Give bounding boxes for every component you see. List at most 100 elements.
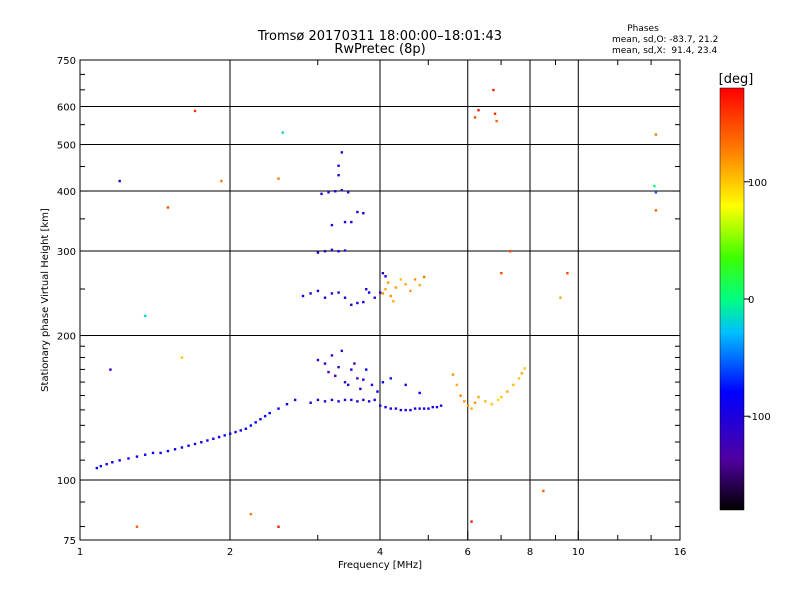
- scatter-point: [180, 356, 184, 359]
- scatter-point: [343, 249, 347, 252]
- scatter-point: [362, 212, 365, 215]
- scatter-point: [520, 372, 524, 375]
- scatter-point: [367, 291, 371, 294]
- x-axis-label: Frequency [MHz]: [338, 560, 422, 571]
- scatter-point: [327, 370, 330, 374]
- scatter-point: [362, 300, 365, 304]
- scatter-point: [309, 401, 312, 404]
- scatter-point: [323, 250, 327, 253]
- scatter-point: [386, 281, 390, 284]
- scatter-point: [337, 400, 340, 403]
- scatter-point: [512, 383, 515, 387]
- scatter-point: [180, 446, 184, 449]
- scatter-point: [381, 381, 385, 384]
- scatter-point: [309, 292, 312, 295]
- scatter-point: [277, 407, 280, 410]
- x-tick-label: 8: [527, 547, 533, 558]
- scatter-point: [337, 164, 340, 167]
- scatter-point: [249, 512, 253, 516]
- scatter-point: [166, 206, 170, 209]
- x-tick-label: 2: [227, 547, 233, 558]
- scatter-point: [473, 401, 477, 404]
- scatter-point: [523, 367, 526, 370]
- data-points: [95, 88, 658, 528]
- scatter-point: [244, 427, 248, 430]
- y-tick-label: 400: [57, 187, 76, 198]
- scatter-point: [263, 414, 267, 418]
- scatter-point: [418, 407, 421, 410]
- scatter-point: [384, 275, 387, 278]
- scatter-point: [277, 177, 280, 180]
- scatter-point: [506, 390, 509, 393]
- scatter-point: [193, 442, 197, 446]
- scatter-point: [399, 278, 403, 281]
- y-tick-label: 75: [63, 536, 76, 547]
- scatter-point: [277, 525, 280, 528]
- scatter-point: [362, 378, 365, 381]
- scatter-point: [268, 411, 271, 415]
- scatter-point: [111, 461, 114, 464]
- scatter-point: [384, 288, 387, 291]
- scatter-point: [327, 191, 330, 194]
- scatter-point: [343, 296, 347, 299]
- colorbar-tick-label: -100: [748, 412, 771, 423]
- scatter-point: [466, 404, 470, 407]
- scatter-point: [413, 407, 417, 410]
- scatter-point: [356, 210, 359, 214]
- scatter-point: [484, 400, 487, 403]
- scatter-point: [559, 296, 562, 299]
- scatter-point: [439, 404, 443, 407]
- y-tick-label: 200: [57, 332, 76, 343]
- scatter-point: [323, 296, 327, 299]
- scatter-point: [330, 223, 334, 227]
- scatter-point: [455, 383, 459, 387]
- scatter-point: [340, 189, 344, 192]
- scatter-point: [346, 383, 350, 387]
- scatter-point: [316, 251, 320, 254]
- scatter-point: [293, 398, 297, 402]
- scatter-point: [409, 408, 412, 412]
- scatter-point: [330, 398, 334, 402]
- scatter-point: [392, 300, 395, 303]
- scatter-point: [343, 398, 347, 402]
- scatter-point: [187, 444, 190, 447]
- colorbar-tick-label: 100: [748, 178, 767, 189]
- scatter-point: [477, 395, 480, 399]
- scatter-point: [356, 377, 359, 380]
- scatter-point: [404, 383, 407, 387]
- scatter-point: [404, 408, 407, 412]
- scatter-point: [212, 437, 215, 440]
- x-tick-label: 16: [674, 547, 687, 558]
- scatter-point: [353, 362, 356, 365]
- colorbar-ticks: 100 0 -100: [744, 178, 771, 423]
- scatter-point: [654, 191, 658, 194]
- scatter-point: [330, 354, 334, 357]
- scatter-point: [373, 398, 376, 402]
- scatter-point: [654, 133, 658, 136]
- scatter-point: [105, 462, 108, 466]
- x-tick-label: 1: [77, 547, 83, 558]
- scatter-point: [373, 296, 376, 299]
- scatter-point: [143, 453, 147, 456]
- scatter-point: [159, 451, 162, 455]
- scatter-point: [285, 403, 289, 406]
- y-tick-label: 600: [57, 103, 76, 114]
- scatter-point: [427, 407, 430, 410]
- scatter-point: [229, 432, 232, 435]
- scatter-point: [234, 430, 237, 434]
- scatter-point: [118, 459, 121, 462]
- scatter-point: [654, 209, 658, 212]
- scatter-point: [337, 173, 340, 177]
- colorbar: [719, 87, 745, 511]
- scatter-point: [323, 362, 327, 365]
- scatter-point: [356, 301, 359, 305]
- scatter-point: [399, 408, 403, 412]
- scatter-point: [340, 151, 344, 154]
- x-tick-label: 4: [377, 547, 383, 558]
- scatter-point: [379, 404, 382, 407]
- scatter-point: [350, 303, 353, 306]
- colorbar-tick-label: 0: [748, 295, 754, 306]
- scatter-point: [301, 294, 305, 298]
- scatter-point: [431, 405, 434, 409]
- y-axis-label: Stationary phase Virtual Height [km]: [40, 208, 51, 392]
